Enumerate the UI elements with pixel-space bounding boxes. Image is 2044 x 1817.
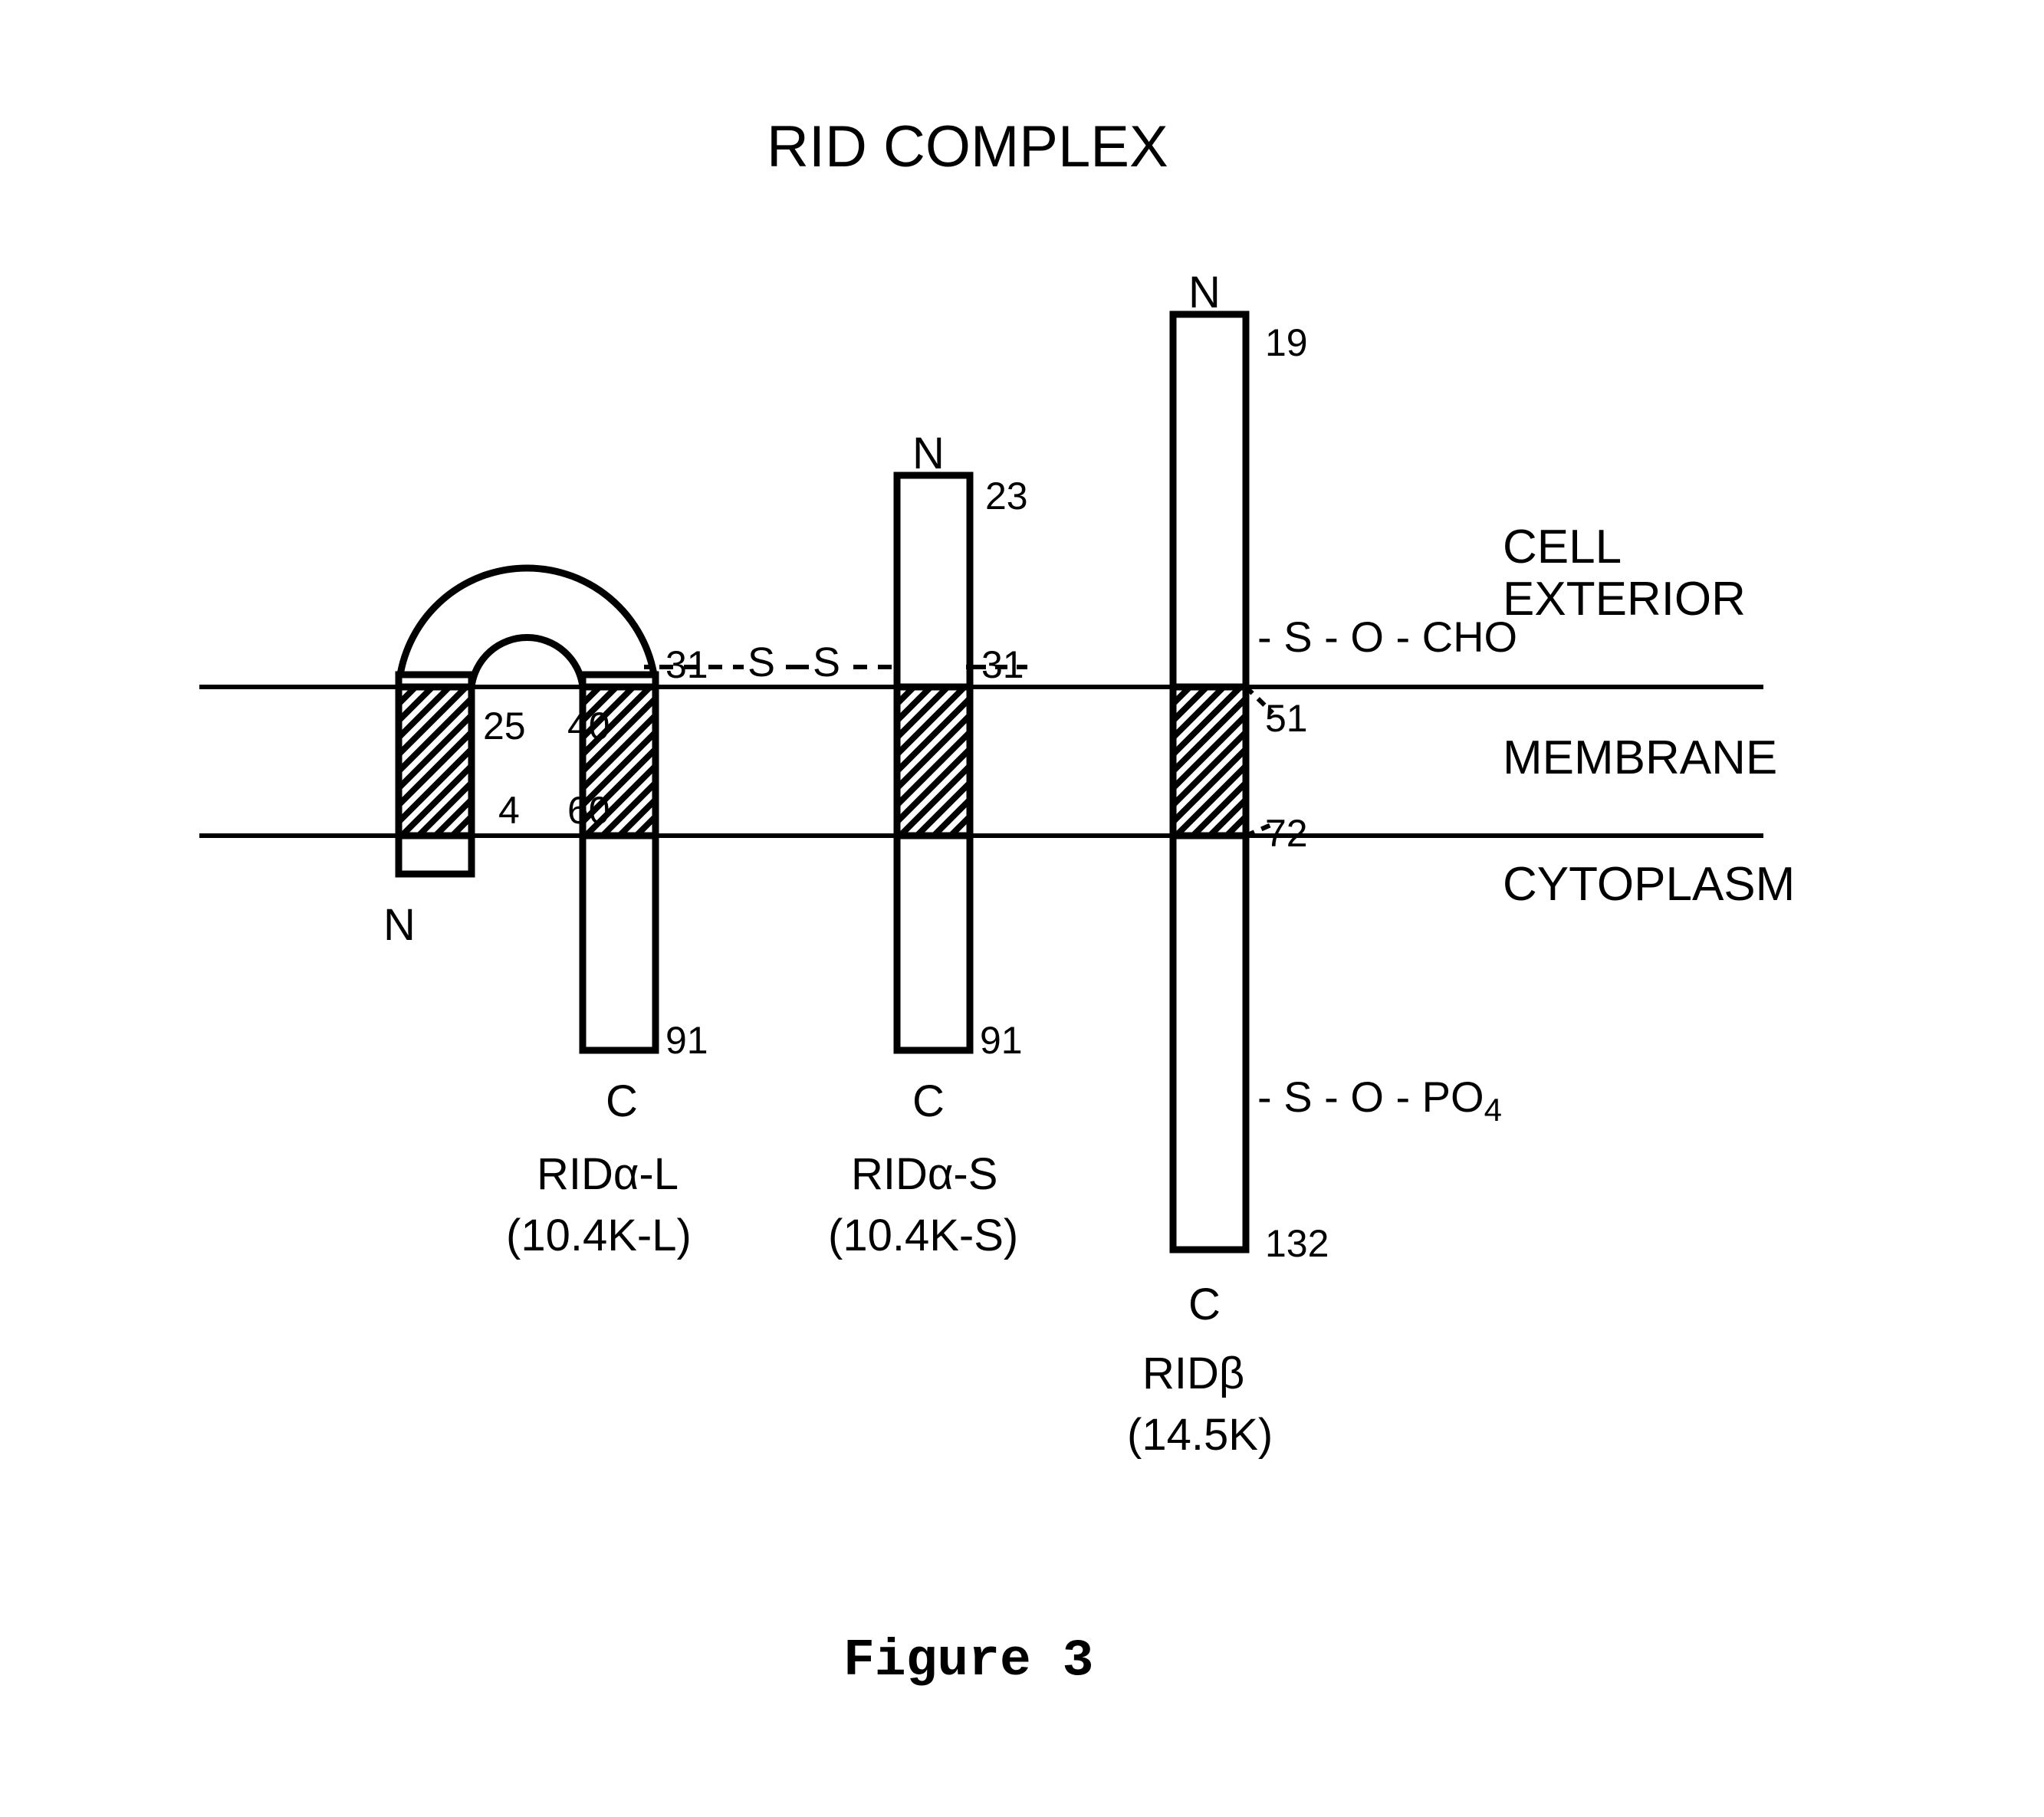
rid-alpha-L-N: N (383, 901, 416, 950)
rid-alpha-S-C: C (912, 1077, 945, 1126)
rid-alpha-S-N: N (912, 429, 945, 478)
rid-beta-n132: 132 (1265, 1223, 1329, 1265)
disulfide-S1: S (748, 640, 775, 685)
label-membrane: MEMBRANE (1503, 732, 1777, 784)
label-SOCHO: - S - O - CHO (1257, 613, 1517, 661)
rid-beta-C: C (1188, 1280, 1221, 1329)
rid-alpha-L-n40: 40 (567, 705, 610, 748)
figure-caption: Figure 3 (843, 1633, 1093, 1691)
rid-alpha-L-n31L: 31 (665, 644, 708, 686)
rid-beta-name1: RIDβ (1142, 1349, 1244, 1398)
rid-alpha-L-n60: 60 (567, 790, 610, 832)
rid-alpha-L-n25: 25 (483, 705, 526, 748)
rid-alpha-L-n4: 4 (498, 790, 520, 832)
label-cytoplasm: CYTOPLASM (1503, 859, 1795, 911)
rid-beta-n19: 19 (1265, 322, 1308, 364)
rid-alpha-S-n23: 23 (985, 475, 1028, 518)
rid-alpha-L-C: C (606, 1077, 638, 1126)
rid-beta-N: N (1188, 268, 1221, 317)
title: RID COMPLEX (767, 115, 1168, 179)
rid-alpha-S-n91: 91 (980, 1020, 1023, 1062)
disulfide-S2: S (813, 640, 840, 685)
rid-beta-n72: 72 (1265, 813, 1308, 855)
label-SOPO4: - S - O - PO4 (1257, 1073, 1502, 1128)
label-cell-exterior: CELLEXTERIOR (1503, 521, 1746, 626)
rid-beta-n51: 51 (1265, 698, 1308, 740)
rid-alpha-L-n91: 91 (665, 1020, 708, 1062)
rid-beta-name2: (14.5K) (1127, 1411, 1273, 1460)
diagram-stage: N C RIDα-L (10.4K-L) 25 4 40 60 31 91 N 23 31 C 91 RIDα… (0, 0, 2044, 1817)
rid-alpha-L-name1: RIDα-L (537, 1150, 679, 1199)
rid-alpha-L-name2: (10.4K-L) (506, 1211, 692, 1260)
rid-alpha-S-n31: 31 (981, 644, 1024, 686)
rid-alpha-S-name1: RIDα-S (851, 1150, 997, 1199)
rid-alpha-S-name2: (10.4K-S) (828, 1211, 1018, 1260)
